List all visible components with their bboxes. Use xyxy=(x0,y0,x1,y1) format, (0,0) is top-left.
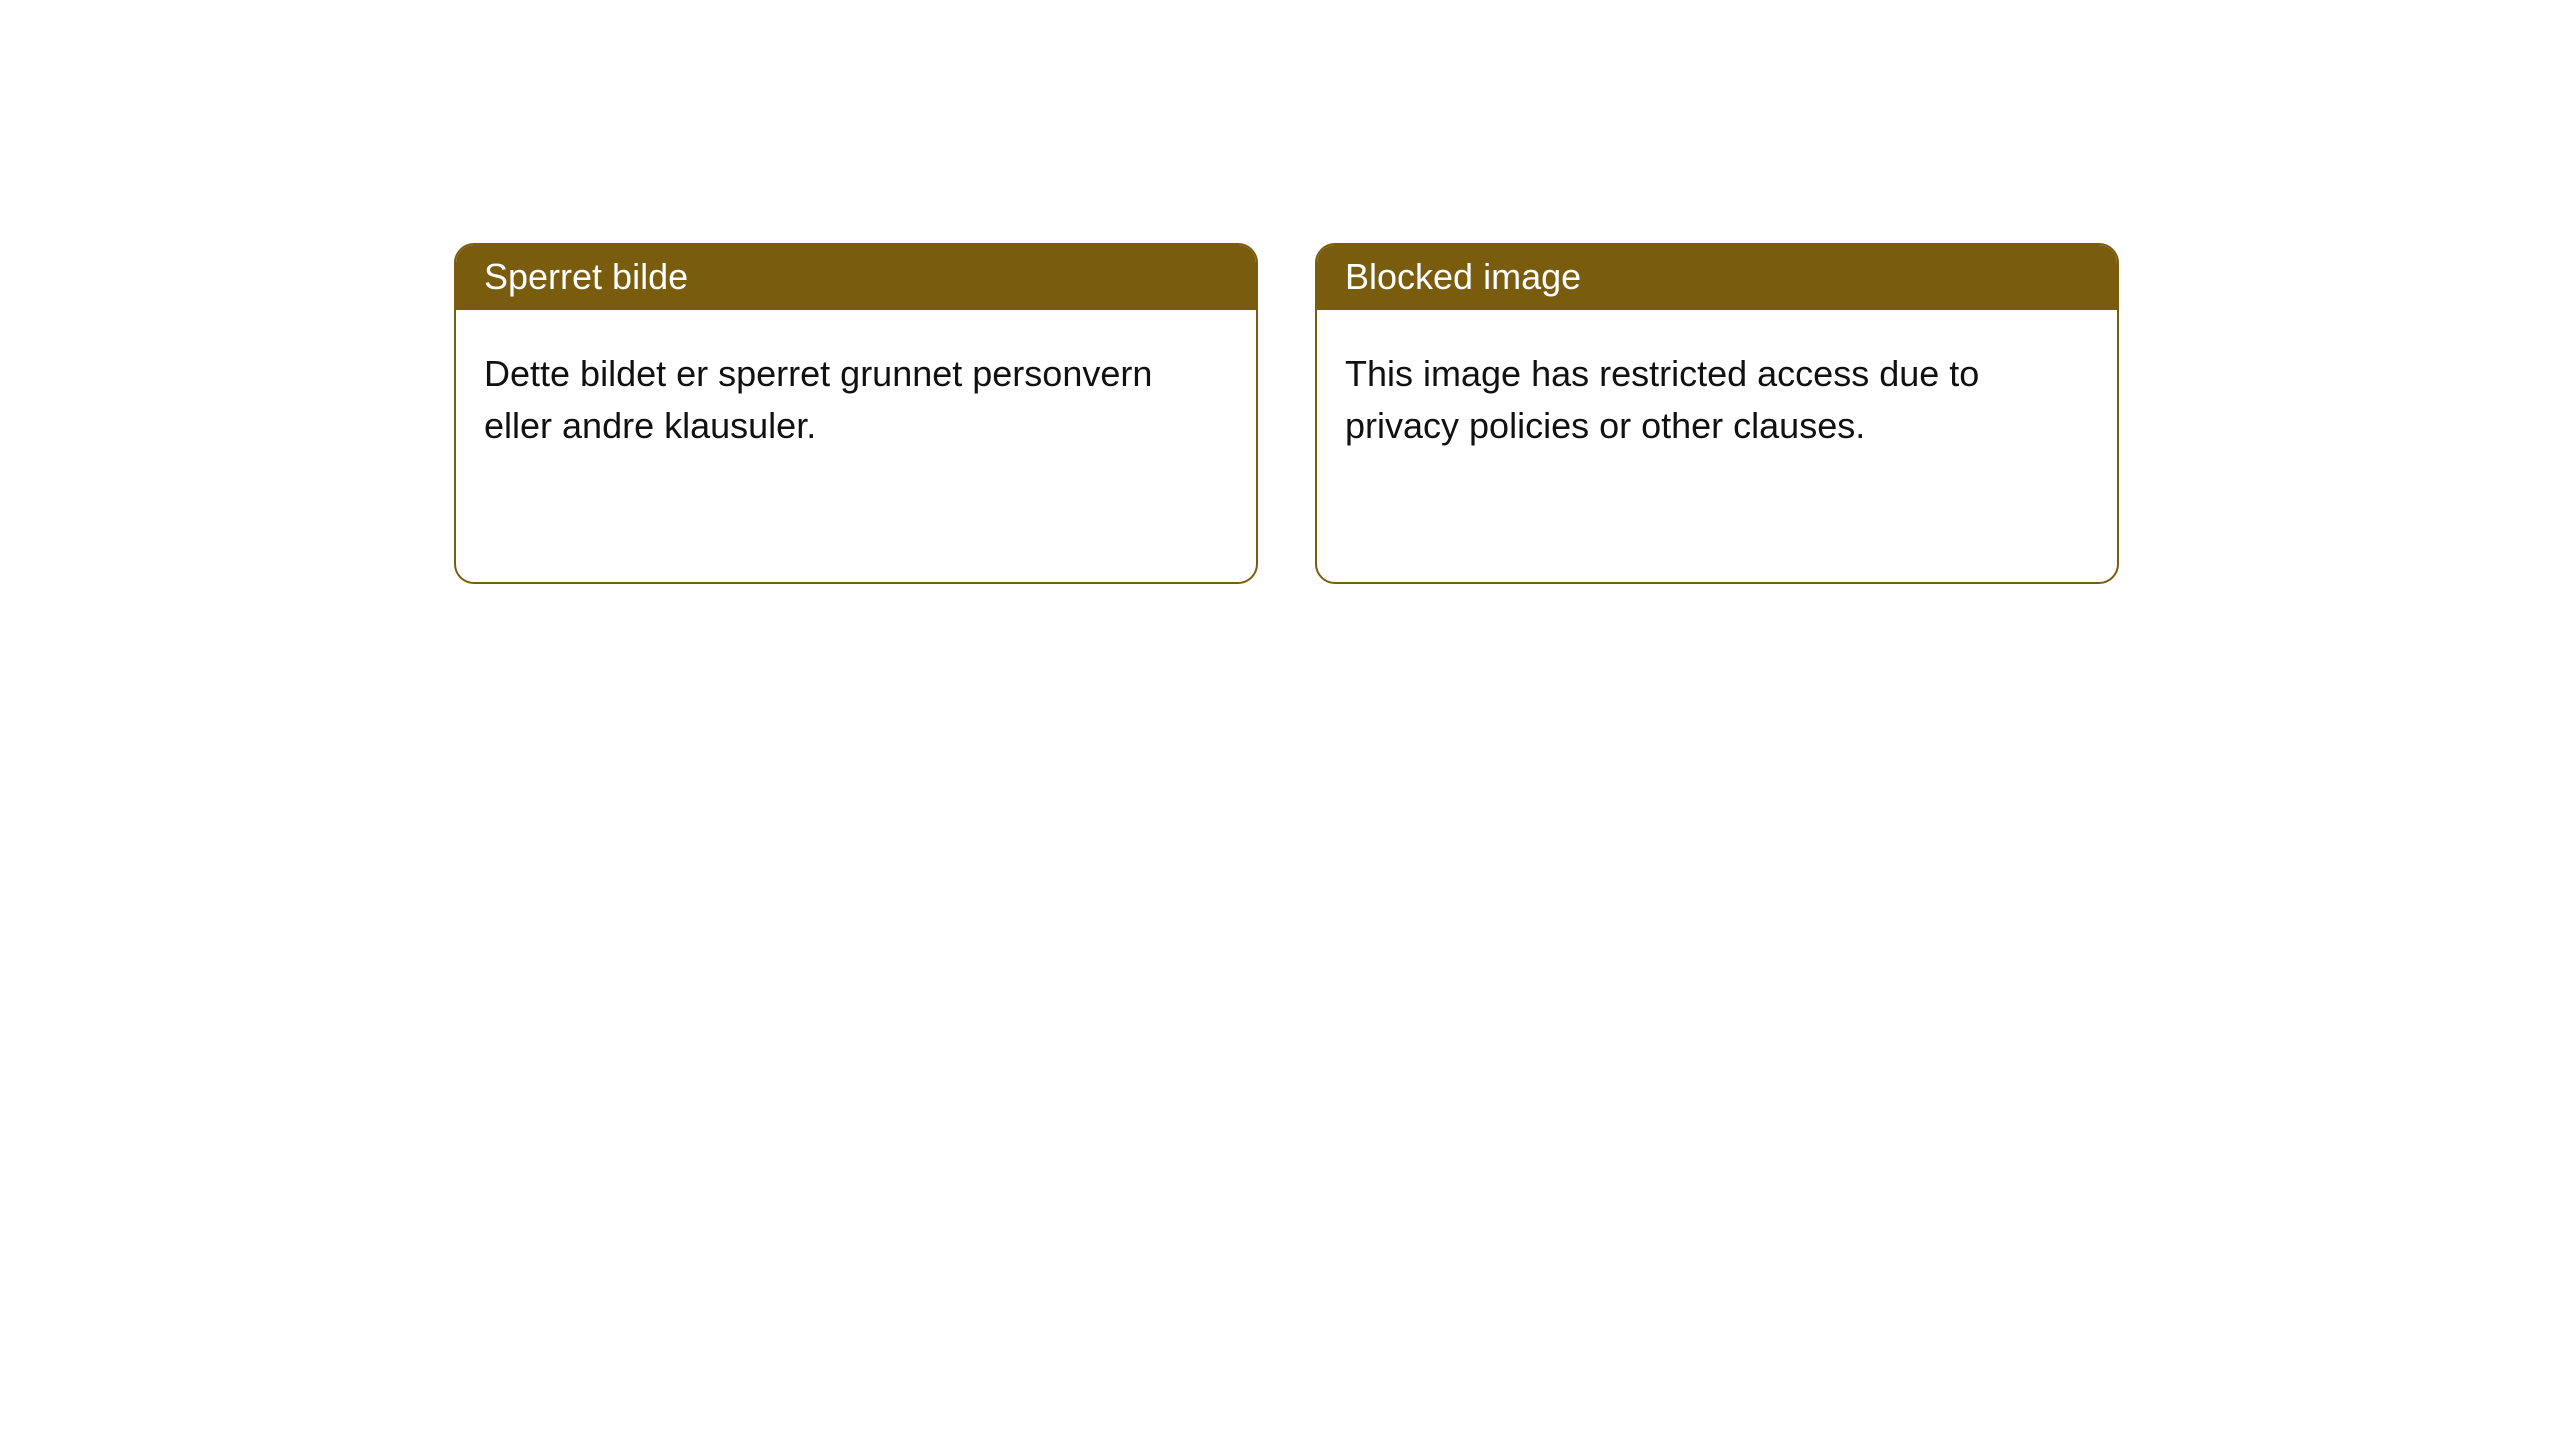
notice-card-title: Sperret bilde xyxy=(456,245,1256,310)
notice-container: Sperret bilde Dette bildet er sperret gr… xyxy=(0,0,2560,584)
notice-card-title: Blocked image xyxy=(1317,245,2117,310)
notice-card-norwegian: Sperret bilde Dette bildet er sperret gr… xyxy=(454,243,1258,584)
notice-card-english: Blocked image This image has restricted … xyxy=(1315,243,2119,584)
notice-card-body: This image has restricted access due to … xyxy=(1317,310,2117,582)
notice-card-body: Dette bildet er sperret grunnet personve… xyxy=(456,310,1256,582)
